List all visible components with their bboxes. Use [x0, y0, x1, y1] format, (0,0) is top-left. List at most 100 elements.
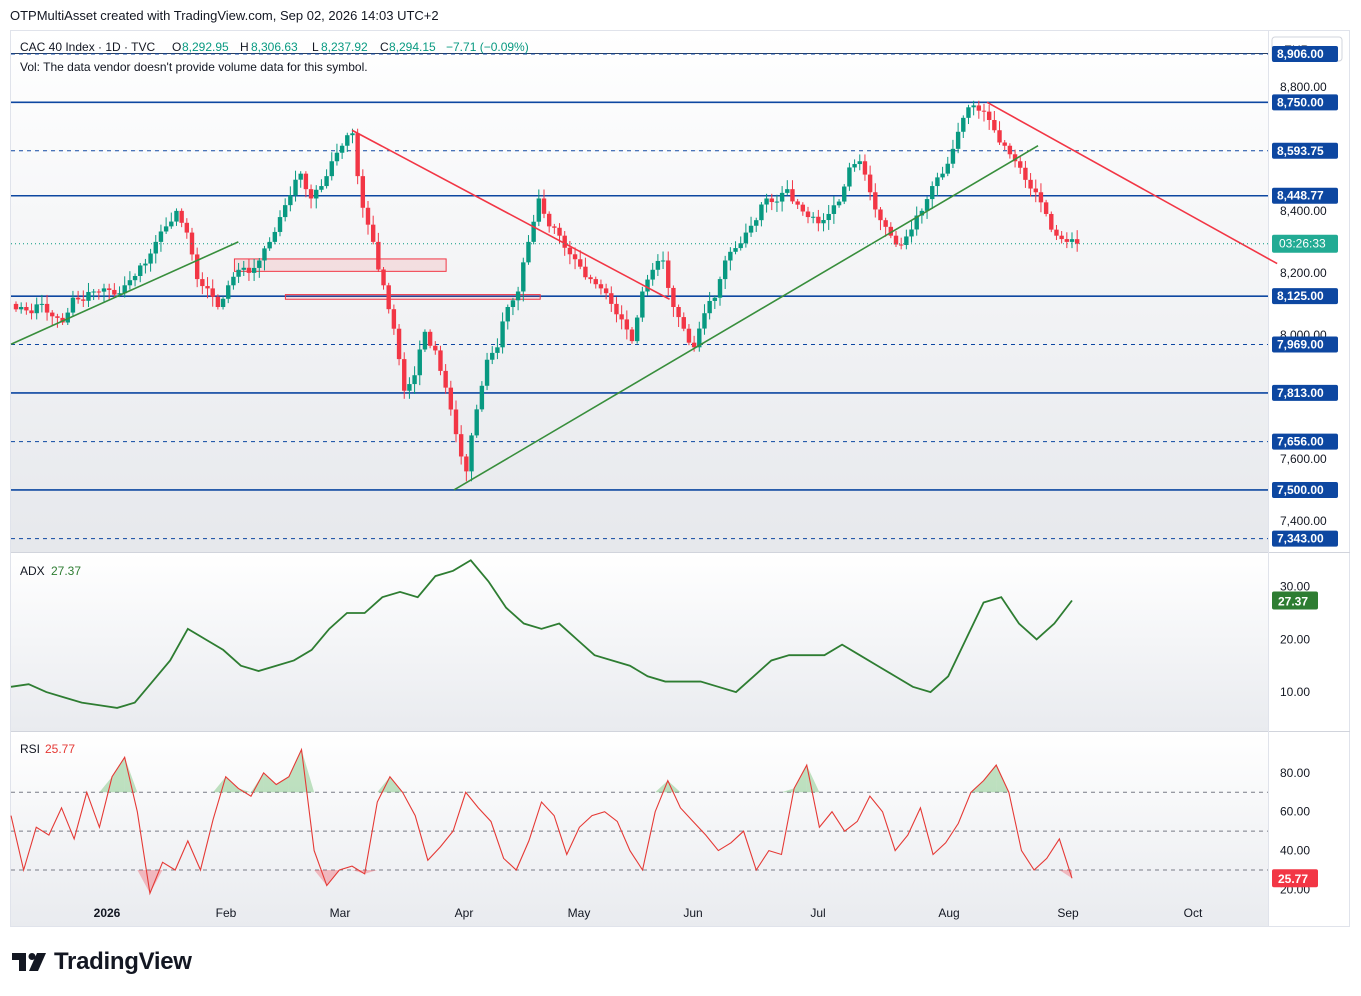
- chart-legend: CAC 40 Index · 1D · TVC O 8,292.95 H 8,3…: [20, 40, 529, 74]
- candle-body: [81, 299, 86, 301]
- level-price-text: 7,500.00: [1277, 483, 1324, 497]
- level-price-text: 8,125.00: [1277, 289, 1324, 303]
- candle-body: [251, 267, 257, 273]
- rsi-tick-label: 40.00: [1280, 844, 1310, 858]
- candle-body: [153, 241, 158, 254]
- candle-body: [961, 117, 966, 132]
- rsi-overbought-fill: [124, 757, 138, 793]
- level-price-tag[interactable]: [1272, 94, 1338, 111]
- candle-body: [583, 266, 588, 278]
- candle-body: [826, 213, 831, 221]
- trendlines[interactable]: [10, 101, 1278, 491]
- candle-body: [790, 189, 795, 202]
- candle-body: [521, 262, 526, 292]
- candle-body: [986, 111, 992, 121]
- candle-body: [355, 133, 360, 177]
- trendline-support-2[interactable]: [453, 145, 1039, 491]
- candle-body: [122, 285, 127, 294]
- level-price-text: 8,448.77: [1277, 189, 1324, 203]
- trendline-resistance-1[interactable]: [351, 129, 670, 300]
- candle-body: [86, 291, 91, 301]
- candle-body: [184, 222, 190, 233]
- time-axis[interactable]: 2026 Feb Mar Apr May Jun Jul Aug Sep Oct: [94, 906, 1203, 920]
- candle-body: [402, 359, 407, 391]
- candle-body: [427, 331, 433, 346]
- legend-high: 8,306.63: [251, 40, 298, 54]
- candle-body: [490, 352, 495, 360]
- zone-box[interactable]: [233, 258, 447, 272]
- candle-body: [500, 321, 505, 348]
- level-price-tag[interactable]: [1272, 142, 1338, 159]
- candle-body: [909, 229, 914, 237]
- candle-body: [174, 210, 179, 222]
- candle-body: [593, 279, 598, 285]
- candle-body: [148, 253, 153, 264]
- adx-value-tag: [1272, 591, 1318, 610]
- candle-body: [510, 300, 516, 308]
- level-price-tag[interactable]: [1272, 384, 1338, 401]
- candle-body: [552, 226, 557, 228]
- trendline-resistance-2[interactable]: [986, 101, 1278, 265]
- candle-body: [143, 263, 148, 266]
- rsi-oversold-fill: [314, 870, 327, 886]
- candle-body: [370, 224, 376, 242]
- candle-body: [293, 179, 298, 196]
- candle-body: [339, 145, 345, 153]
- candle-body: [531, 221, 536, 242]
- candle-body: [70, 297, 76, 313]
- zone-box[interactable]: [284, 294, 541, 300]
- candle-body: [562, 235, 567, 248]
- level-price-text: 8,906.00: [1277, 47, 1324, 61]
- candle-body: [966, 107, 971, 118]
- candle-body: [505, 307, 510, 322]
- candle-body: [1033, 188, 1038, 193]
- level-price-tag[interactable]: [1272, 433, 1338, 450]
- level-price-tag[interactable]: [1272, 336, 1338, 353]
- price-axis[interactable]: 8,800.008,400.008,200.008,000.007,600.00…: [11, 45, 1338, 547]
- candle-body: [91, 291, 96, 293]
- rsi-overbought-fill: [806, 765, 820, 793]
- tradingview-logo[interactable]: TradingView: [12, 948, 192, 976]
- level-price-tag[interactable]: [1272, 481, 1338, 498]
- candle-body: [992, 120, 997, 131]
- level-price-tag[interactable]: [1272, 288, 1338, 305]
- candle-body: [971, 105, 976, 108]
- level-price-text: 7,656.00: [1277, 435, 1324, 449]
- rsi-value: 25.77: [45, 742, 75, 756]
- level-price-text: 8,593.75: [1277, 144, 1324, 158]
- candle-body: [34, 304, 39, 314]
- rsi-oversold-fill: [1059, 870, 1072, 879]
- adx-pane: 30.00 20.00 10.00 27.37: [10, 559, 1318, 709]
- candle-body: [614, 303, 619, 315]
- time-tick-label: May: [568, 906, 591, 920]
- candle-body: [1059, 235, 1064, 240]
- tradingview-logo-text: TradingView: [54, 948, 192, 975]
- candle-body: [1007, 145, 1013, 155]
- candle-body: [453, 409, 459, 435]
- candle-body: [396, 328, 402, 360]
- level-price-tag[interactable]: [1272, 187, 1338, 204]
- trendline-support-1[interactable]: [10, 241, 239, 345]
- candle-body: [474, 409, 479, 436]
- candle-body: [391, 309, 397, 329]
- rsi-overbought-fill: [667, 780, 681, 793]
- level-price-tag[interactable]: [1272, 45, 1338, 62]
- candle-body: [836, 201, 842, 206]
- level-price-tag[interactable]: [1272, 530, 1338, 547]
- candle-body: [215, 296, 221, 308]
- chart-canvas[interactable]: CAC 40 Index · 1D · TVC O 8,292.95 H 8,3…: [0, 0, 1361, 940]
- candle-body: [831, 205, 837, 214]
- candle-body: [629, 329, 635, 342]
- countdown-text: 03:26:33: [1279, 237, 1326, 251]
- candle-body: [1038, 192, 1044, 203]
- candle-body: [438, 350, 443, 371]
- volume-note: Vol: The data vendor doesn't provide vol…: [20, 60, 368, 74]
- candle-body: [24, 307, 29, 311]
- candle-body: [598, 284, 604, 289]
- chart-header: OTPMultiAsset created with TradingView.c…: [10, 8, 439, 23]
- legend-open: 8,292.95: [182, 40, 229, 54]
- candle-body: [282, 205, 288, 218]
- candle-body: [1074, 239, 1080, 244]
- candle-body: [904, 236, 909, 245]
- time-tick-label: Apr: [455, 906, 474, 920]
